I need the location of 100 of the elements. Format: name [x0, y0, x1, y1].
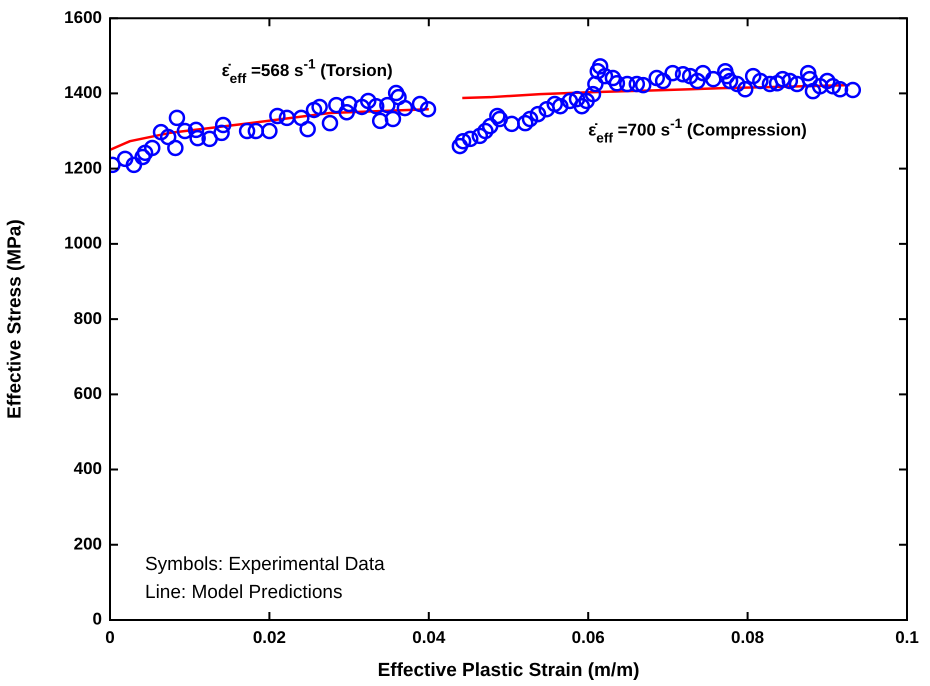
point [388, 84, 404, 102]
point [812, 78, 828, 95]
point [682, 68, 698, 84]
point [819, 72, 836, 90]
x-tick-label: 0 [105, 628, 115, 647]
point [674, 66, 692, 82]
point [552, 98, 569, 114]
point [384, 110, 402, 128]
point [201, 130, 218, 148]
point [503, 116, 520, 132]
point [462, 130, 478, 148]
point [472, 128, 488, 144]
x-tick-label: 0.02 [252, 628, 286, 647]
point [824, 78, 842, 95]
point [774, 70, 791, 88]
point [832, 81, 848, 98]
point [160, 128, 176, 146]
point [379, 96, 396, 114]
point [168, 110, 186, 126]
point [800, 64, 816, 82]
point [736, 81, 754, 98]
point [261, 122, 278, 140]
point [530, 106, 546, 122]
point [694, 64, 712, 82]
point [238, 122, 256, 140]
point [248, 122, 264, 140]
point [293, 110, 310, 126]
point [562, 92, 578, 110]
point [328, 96, 345, 114]
point [354, 98, 370, 116]
y-tick-label: 1200 [64, 158, 102, 178]
point [278, 110, 296, 126]
point [516, 114, 534, 132]
point [477, 122, 494, 140]
point [167, 140, 184, 156]
point [574, 98, 590, 114]
annotation: Symbols: Experimental Data [145, 554, 386, 575]
point [489, 108, 506, 124]
point [584, 86, 602, 102]
point [491, 110, 508, 128]
point [608, 75, 626, 92]
point [664, 64, 681, 82]
point [628, 76, 646, 92]
point [299, 120, 316, 138]
point [372, 112, 388, 130]
point [546, 96, 563, 112]
x-tick-label: 0.06 [572, 628, 605, 647]
y-tick-label: 400 [74, 459, 102, 478]
point [482, 118, 498, 134]
point [368, 98, 384, 114]
point [269, 108, 286, 124]
x-tick-label: 0.04 [412, 628, 446, 647]
y-tick-label: 1000 [64, 234, 102, 253]
point [654, 72, 672, 90]
point [590, 62, 606, 80]
point [311, 98, 328, 116]
point [454, 132, 472, 150]
point [522, 110, 538, 128]
y-tick-label: 1400 [64, 83, 102, 102]
annotation: Line: Model Predictions [145, 582, 342, 603]
point [396, 100, 414, 116]
y-axis-title: Effective Stress (MPa) [4, 219, 26, 419]
point [634, 76, 652, 94]
point [768, 75, 786, 92]
point [338, 104, 355, 120]
point [214, 116, 232, 134]
point [762, 76, 778, 92]
point [604, 70, 622, 86]
point [728, 76, 746, 92]
point [126, 156, 142, 174]
x-tick-label: 0.1 [895, 628, 919, 647]
point [744, 68, 762, 84]
point [752, 72, 769, 90]
y-tick-label: 0 [92, 610, 102, 629]
x-tick-label: 0.08 [731, 628, 764, 647]
y-tick-label: 1600 [64, 8, 102, 27]
point [722, 72, 738, 90]
point [188, 122, 204, 138]
point [152, 124, 170, 140]
point [689, 72, 706, 90]
point [390, 88, 407, 106]
point [648, 70, 665, 86]
point [306, 102, 322, 118]
point [136, 144, 154, 162]
point [322, 114, 338, 132]
point [705, 70, 722, 88]
point [538, 100, 556, 118]
point [804, 82, 822, 100]
x-axis-title: Effective Plastic Strain (m/m) [378, 660, 640, 681]
point [844, 82, 862, 98]
y-tick-label: 600 [74, 384, 102, 404]
point [452, 138, 468, 154]
point [116, 150, 134, 168]
point [134, 148, 151, 166]
point [420, 100, 436, 118]
point [592, 58, 608, 75]
point [568, 90, 586, 108]
y-tick-label: 200 [74, 534, 102, 554]
y-tick-label: 800 [74, 308, 102, 328]
point [782, 72, 798, 90]
